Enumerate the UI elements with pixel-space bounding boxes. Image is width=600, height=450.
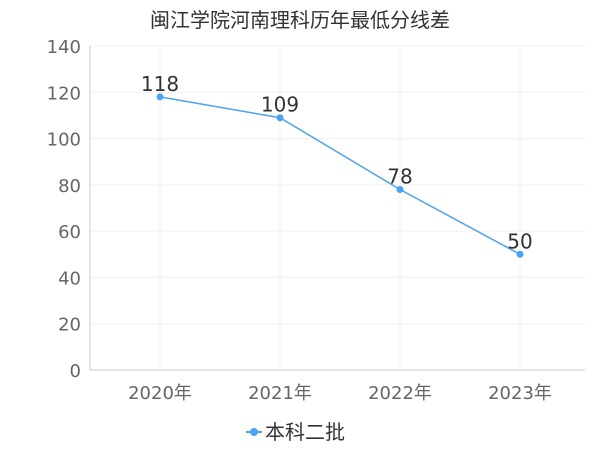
legend-label: 本科二批 (265, 420, 345, 444)
data-label: 50 (507, 229, 532, 253)
y-axis-ticks: 0 20 40 60 80 100 120 140 (47, 37, 81, 382)
y-tick-label: 100 (47, 130, 81, 151)
series: 118 109 78 50 (141, 72, 533, 258)
y-tick-label: 20 (58, 315, 81, 336)
x-axis-ticks: 2020年 2021年 2022年 2023年 (128, 383, 552, 404)
x-tick-label: 2020年 (128, 383, 192, 404)
legend[interactable]: 本科二批 (246, 420, 345, 444)
axes (89, 46, 585, 371)
grid (90, 45, 585, 370)
legend-marker (250, 428, 258, 436)
data-point (516, 250, 524, 258)
y-tick-label: 120 (47, 83, 81, 104)
data-label: 118 (141, 72, 179, 96)
data-label: 109 (261, 93, 299, 117)
data-label: 78 (387, 164, 412, 188)
x-tick-label: 2022年 (368, 383, 432, 404)
y-tick-label: 140 (47, 37, 81, 58)
series-line (159, 96, 521, 255)
y-tick-label: 80 (58, 176, 81, 197)
data-point (156, 93, 164, 101)
data-point (276, 114, 284, 122)
data-point (396, 185, 404, 193)
y-tick-label: 60 (58, 222, 81, 243)
chart-title: 闽江学院河南理科历年最低分线差 (150, 8, 450, 32)
x-tick-label: 2021年 (248, 383, 312, 404)
y-tick-label: 40 (58, 268, 81, 289)
y-tick-label: 0 (70, 361, 81, 382)
x-tick-label: 2023年 (488, 383, 552, 404)
